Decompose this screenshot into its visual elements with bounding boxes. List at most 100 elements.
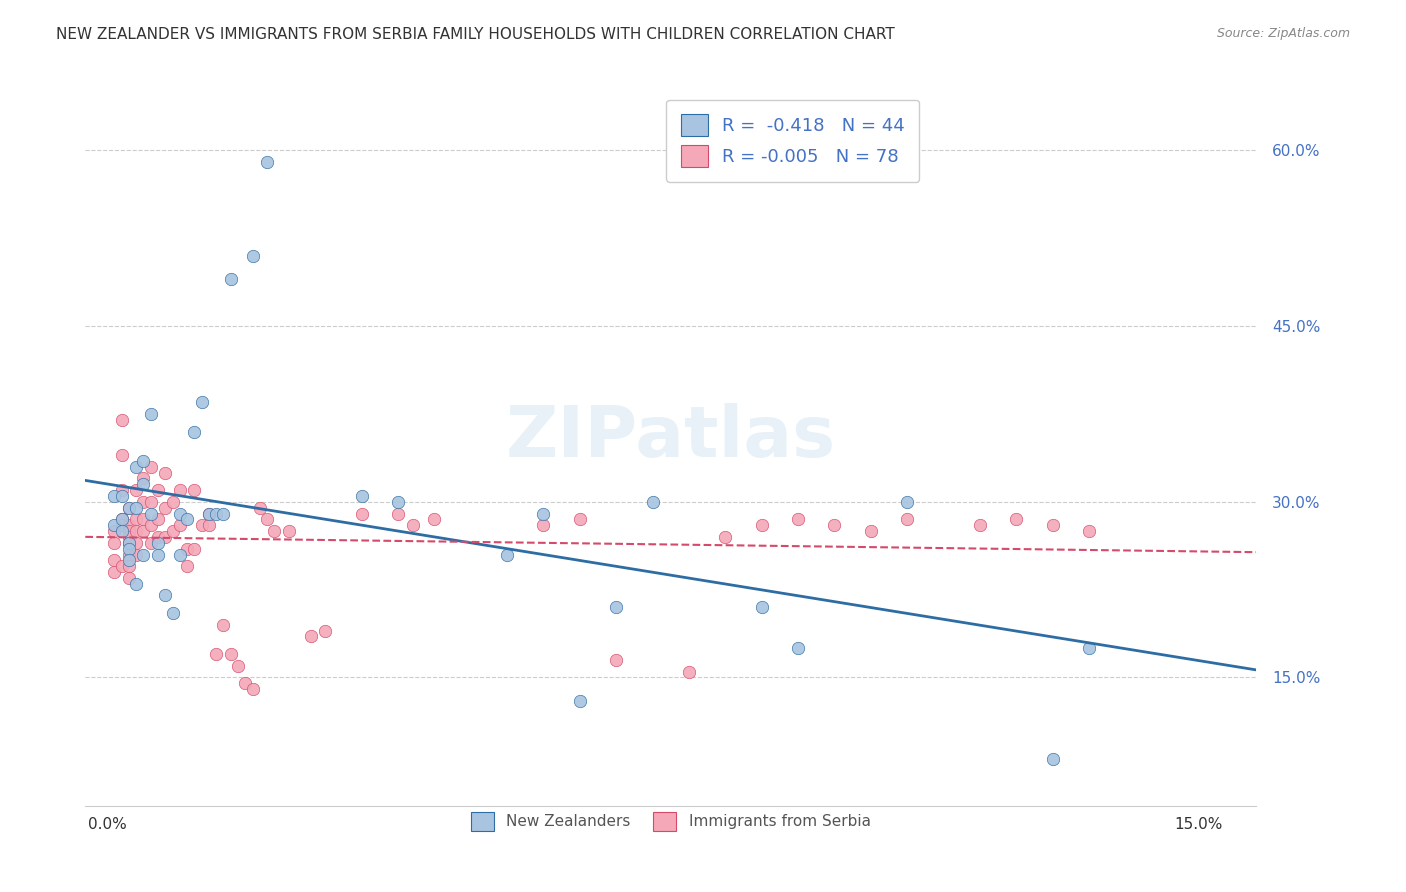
Point (533, 518, 555, 533)
Point (125, 548, 148, 562)
Point (1042, 752, 1064, 766)
Point (1078, 641, 1101, 656)
Point (233, 676, 256, 690)
Point (751, 600, 773, 615)
Text: NEW ZEALANDER VS IMMIGRANTS FROM SERBIA FAMILY HOUSEHOLDS WITH CHILDREN CORRELAT: NEW ZEALANDER VS IMMIGRANTS FROM SERBIA … (56, 27, 896, 42)
Point (751, 518, 773, 533)
Text: Source: ZipAtlas.com: Source: ZipAtlas.com (1216, 27, 1350, 40)
Point (118, 524, 141, 538)
Point (111, 489, 134, 503)
Point (118, 548, 141, 562)
Point (139, 407, 162, 421)
Point (242, 249, 264, 263)
Point (132, 548, 155, 562)
Point (103, 489, 125, 503)
Point (256, 512, 278, 526)
Point (205, 647, 228, 661)
Point (401, 518, 423, 533)
Point (169, 548, 191, 562)
Point (162, 524, 184, 538)
Point (678, 665, 700, 679)
Point (111, 483, 134, 497)
Point (350, 507, 373, 521)
Point (198, 507, 221, 521)
Point (118, 553, 141, 567)
Point (132, 471, 155, 485)
Point (1005, 512, 1028, 526)
Point (118, 536, 141, 550)
Point (155, 530, 177, 544)
Point (155, 466, 177, 480)
Point (103, 518, 125, 533)
Point (226, 658, 249, 673)
Point (146, 483, 169, 497)
Point (198, 518, 221, 533)
Point (118, 571, 141, 585)
Point (205, 507, 228, 521)
Point (387, 495, 409, 509)
Point (132, 477, 155, 491)
Point (132, 512, 155, 526)
Point (183, 483, 205, 497)
Point (176, 512, 198, 526)
Point (1078, 524, 1101, 538)
Point (823, 518, 845, 533)
Point (533, 507, 555, 521)
Point (176, 559, 198, 574)
Point (146, 512, 169, 526)
Text: ZIPatlas: ZIPatlas (506, 403, 835, 472)
Point (212, 617, 235, 632)
Point (111, 524, 134, 538)
Point (146, 548, 169, 562)
Point (896, 512, 918, 526)
Point (219, 647, 242, 661)
Point (111, 512, 134, 526)
Point (125, 459, 148, 474)
Point (169, 507, 191, 521)
Point (118, 541, 141, 556)
Point (242, 682, 264, 697)
Point (111, 413, 134, 427)
Point (256, 155, 278, 169)
Point (641, 495, 664, 509)
Point (139, 518, 162, 533)
Point (162, 606, 184, 620)
Point (111, 518, 134, 533)
Point (125, 536, 148, 550)
Point (139, 507, 162, 521)
Point (132, 495, 155, 509)
Point (103, 553, 125, 567)
Point (125, 500, 148, 515)
Point (146, 530, 169, 544)
Point (118, 559, 141, 574)
Point (190, 518, 212, 533)
Point (103, 536, 125, 550)
Point (969, 518, 991, 533)
Point (299, 630, 322, 644)
Point (423, 512, 446, 526)
Point (263, 524, 285, 538)
Point (169, 518, 191, 533)
Point (111, 448, 134, 462)
Point (568, 694, 591, 708)
Point (125, 483, 148, 497)
Point (605, 600, 627, 615)
Point (118, 518, 141, 533)
Point (219, 272, 242, 286)
Point (212, 507, 235, 521)
Point (125, 576, 148, 591)
Point (787, 512, 810, 526)
Point (111, 512, 134, 526)
Point (125, 524, 148, 538)
Point (146, 536, 169, 550)
Point (350, 489, 373, 503)
Point (278, 524, 301, 538)
Point (714, 530, 737, 544)
Point (859, 524, 882, 538)
Point (1042, 518, 1064, 533)
Point (139, 536, 162, 550)
Point (387, 507, 409, 521)
Point (103, 524, 125, 538)
Point (118, 536, 141, 550)
Point (787, 641, 810, 656)
